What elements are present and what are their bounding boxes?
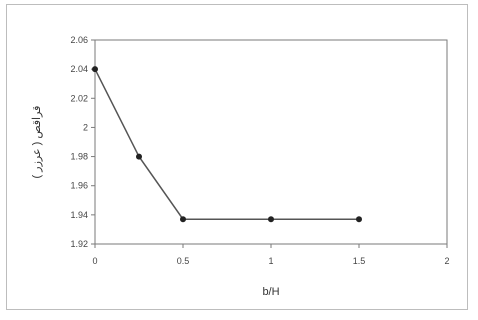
data-point <box>136 153 142 160</box>
plot-area <box>94 39 448 245</box>
x-tick-label: 0.5 <box>177 256 190 266</box>
y-axis-label: قراقص ( عرزر ) <box>31 106 43 179</box>
data-point <box>180 216 186 223</box>
y-tick-label: 1.94 <box>70 210 88 220</box>
y-tick-label: 1.92 <box>70 239 88 249</box>
y-tick-label: 2 <box>83 122 88 132</box>
data-point <box>356 216 362 223</box>
y-tick-label: 2.02 <box>70 93 88 103</box>
data-point <box>268 216 274 223</box>
x-tick-label: 1.5 <box>353 256 366 266</box>
x-tick-label: 1 <box>268 256 273 266</box>
y-tick-label: 2.04 <box>70 64 88 74</box>
y-tick-label: 1.96 <box>70 181 88 191</box>
x-axis-label: b/H <box>262 286 279 298</box>
y-tick-label: 2.06 <box>70 35 88 45</box>
series-line <box>94 68 359 220</box>
chart-frame <box>6 4 468 310</box>
y-tick-label: 1.98 <box>70 152 88 162</box>
x-tick-label: 2 <box>444 256 449 266</box>
data-point <box>92 66 98 73</box>
x-tick-label: 0 <box>92 256 97 266</box>
